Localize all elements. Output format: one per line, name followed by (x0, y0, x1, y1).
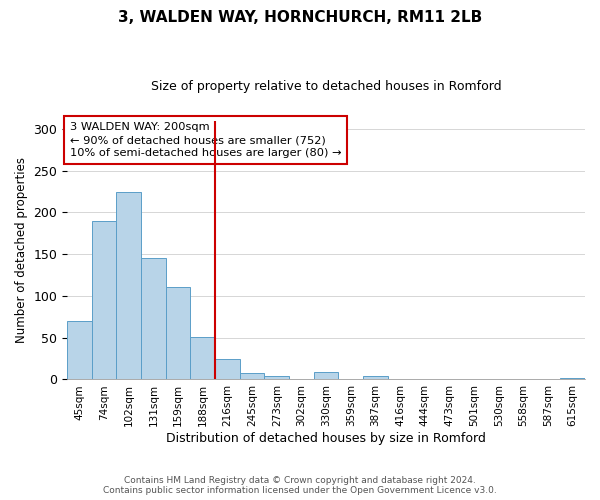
Title: Size of property relative to detached houses in Romford: Size of property relative to detached ho… (151, 80, 502, 93)
Text: Contains HM Land Registry data © Crown copyright and database right 2024.
Contai: Contains HM Land Registry data © Crown c… (103, 476, 497, 495)
Text: 3 WALDEN WAY: 200sqm
← 90% of detached houses are smaller (752)
10% of semi-deta: 3 WALDEN WAY: 200sqm ← 90% of detached h… (70, 122, 341, 158)
Bar (215, 358, 240, 380)
Bar (92, 221, 116, 380)
X-axis label: Distribution of detached houses by size in Romford: Distribution of detached houses by size … (166, 432, 486, 445)
Bar (314, 372, 338, 380)
Bar (67, 321, 92, 380)
Bar (116, 192, 141, 380)
Bar (190, 337, 215, 380)
Bar (560, 378, 585, 380)
Text: 3, WALDEN WAY, HORNCHURCH, RM11 2LB: 3, WALDEN WAY, HORNCHURCH, RM11 2LB (118, 10, 482, 25)
Bar (363, 376, 388, 380)
Bar (240, 373, 265, 380)
Bar (141, 258, 166, 380)
Y-axis label: Number of detached properties: Number of detached properties (15, 157, 28, 343)
Bar (265, 376, 289, 380)
Bar (166, 287, 190, 380)
